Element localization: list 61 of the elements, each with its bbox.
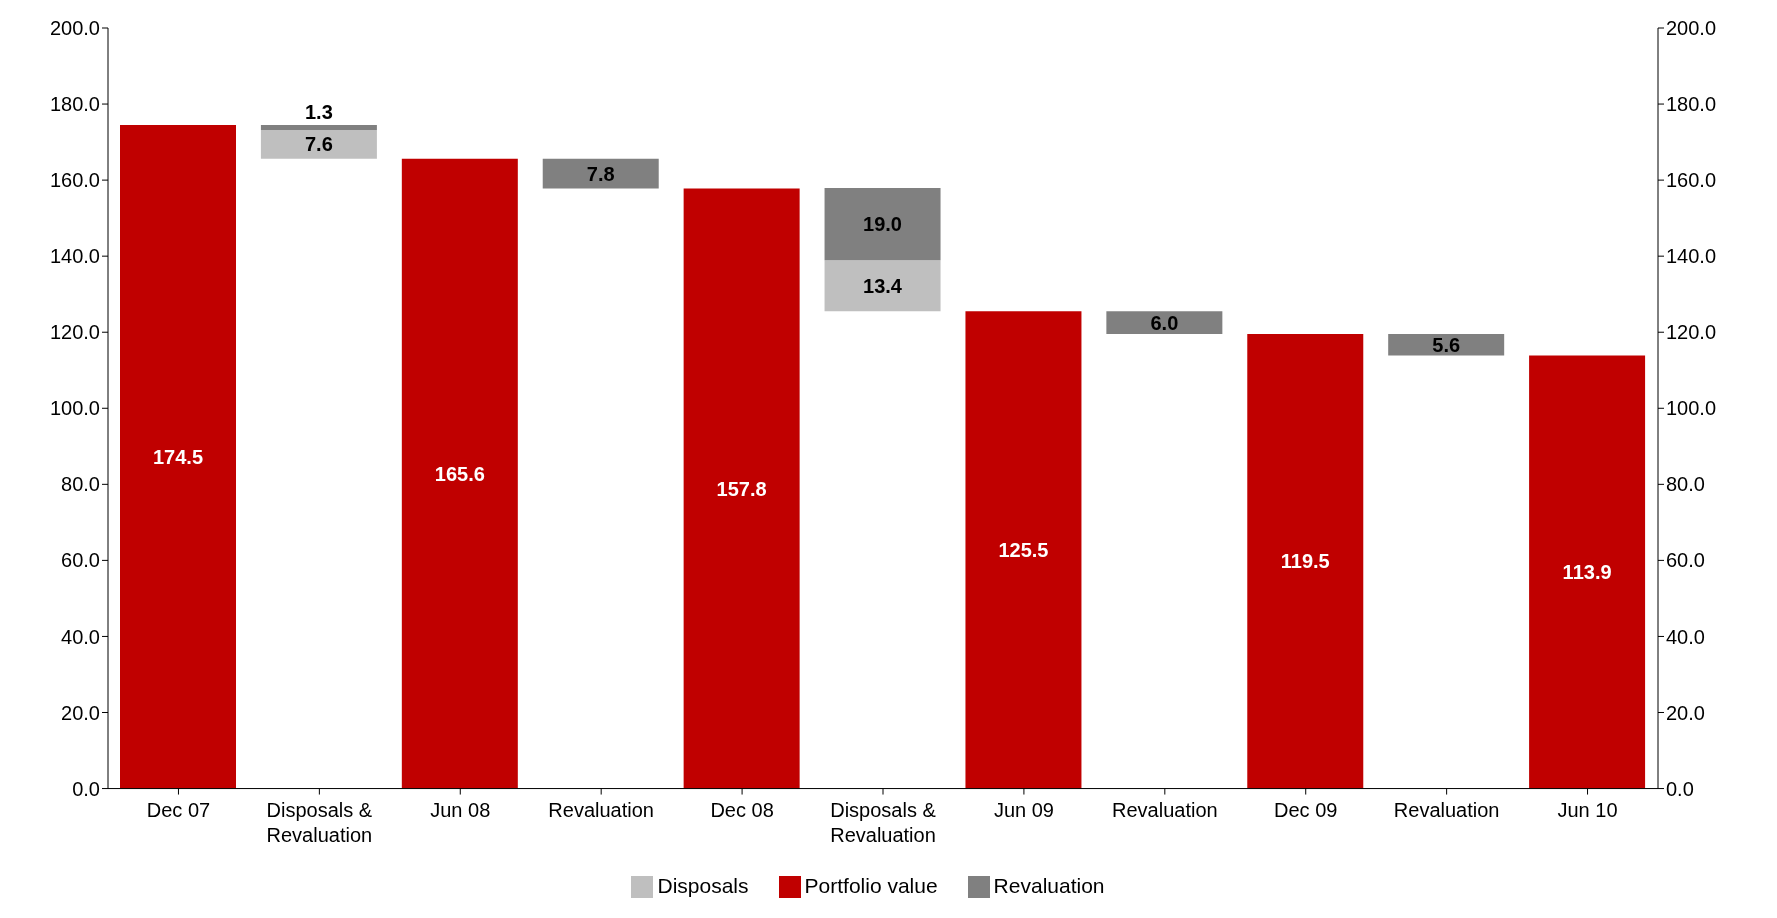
y2-tick-label: 40.0 bbox=[1666, 625, 1705, 648]
data-label: 174.5 bbox=[152, 445, 204, 468]
y-tick-label: 0.0 bbox=[72, 777, 100, 800]
y-tick-label: 60.0 bbox=[61, 549, 100, 572]
x-tick-label: Revaluation bbox=[1393, 798, 1500, 821]
y2-tick-label: 200.0 bbox=[1666, 17, 1717, 40]
bar bbox=[260, 129, 377, 159]
x-tick-label: Jun 09 bbox=[993, 798, 1054, 821]
x-tick-label: Jun 08 bbox=[430, 798, 491, 821]
data-label: 119.5 bbox=[1280, 550, 1330, 573]
x-tick-label: Revaluation bbox=[548, 798, 654, 821]
y-tick-label: 180.0 bbox=[49, 93, 100, 116]
data-label: 1.3 bbox=[305, 100, 333, 123]
x-tick-label: Dec 09 bbox=[1274, 798, 1338, 821]
y-tick-label: 160.0 bbox=[49, 169, 100, 192]
bar bbox=[1529, 355, 1646, 789]
y-tick-label: 20.0 bbox=[61, 701, 100, 724]
y2-tick-label: 60.0 bbox=[1666, 549, 1705, 572]
bar bbox=[1106, 311, 1223, 335]
legend-label: Disposals bbox=[657, 873, 749, 897]
data-label: 6.0 bbox=[1150, 311, 1179, 334]
y-tick-label: 120.0 bbox=[49, 321, 100, 344]
data-label: 19.0 bbox=[863, 213, 903, 236]
y2-tick-label: 140.0 bbox=[1666, 245, 1717, 268]
bar bbox=[824, 260, 941, 312]
bar bbox=[401, 158, 518, 789]
data-label: 7.6 bbox=[305, 133, 333, 156]
y-tick-label: 200.0 bbox=[49, 17, 100, 40]
bar bbox=[965, 311, 1082, 789]
bar bbox=[260, 124, 377, 130]
y2-tick-label: 160.0 bbox=[1666, 169, 1717, 192]
y-tick-label: 140.0 bbox=[49, 245, 100, 268]
y2-tick-label: 0.0 bbox=[1666, 777, 1694, 800]
data-label: 113.9 bbox=[1562, 560, 1612, 583]
y-tick-label: 100.0 bbox=[49, 397, 100, 420]
bar bbox=[824, 188, 941, 261]
data-label: 13.4 bbox=[863, 274, 903, 297]
y2-tick-label: 80.0 bbox=[1666, 473, 1705, 496]
data-label: 157.8 bbox=[716, 477, 767, 500]
y-tick-label: 80.0 bbox=[61, 473, 100, 496]
x-tick-label: Jun 10 bbox=[1557, 798, 1618, 821]
y2-tick-label: 180.0 bbox=[1666, 93, 1717, 116]
data-label: 125.5 bbox=[998, 538, 1049, 561]
data-label: 165.6 bbox=[434, 462, 485, 485]
x-tick-label: Revaluation bbox=[1112, 798, 1218, 821]
y2-tick-label: 120.0 bbox=[1666, 321, 1717, 344]
x-tick-label: Dec 07 bbox=[146, 798, 211, 821]
data-label: 5.6 bbox=[1432, 333, 1461, 356]
bar bbox=[542, 158, 659, 189]
bar bbox=[120, 124, 236, 789]
x-tick-label: Disposals & Revaluation bbox=[266, 798, 373, 846]
y2-tick-label: 100.0 bbox=[1666, 397, 1717, 420]
data-label: 7.8 bbox=[586, 162, 615, 185]
y2-tick-label: 20.0 bbox=[1666, 701, 1705, 724]
y-tick-label: 40.0 bbox=[61, 625, 100, 648]
x-tick-label: Disposals & Revaluation bbox=[830, 798, 937, 846]
x-tick-label: Dec 08 bbox=[710, 798, 774, 821]
bar bbox=[1247, 334, 1364, 789]
legend-label: Portfolio value bbox=[804, 873, 938, 897]
legend-label: Revaluation bbox=[993, 873, 1105, 897]
bar bbox=[683, 188, 800, 789]
